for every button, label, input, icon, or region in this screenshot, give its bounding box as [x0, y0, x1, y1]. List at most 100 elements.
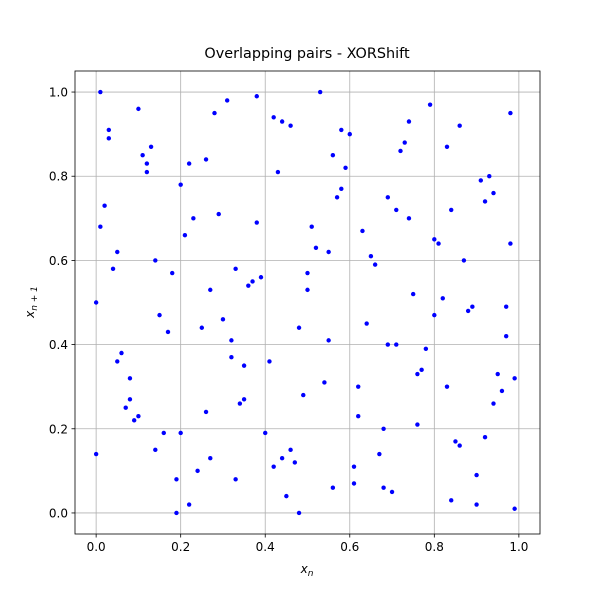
scatter-point — [140, 152, 145, 158]
scatter-point — [423, 346, 429, 351]
scatter-point — [131, 418, 137, 423]
scatter-point — [279, 119, 285, 124]
scatter-point — [98, 224, 103, 229]
scatter-point — [127, 397, 133, 402]
scatter-point — [237, 401, 243, 406]
scatter-point — [508, 241, 513, 246]
scatter-point — [220, 317, 226, 322]
x-axis-label-subscript: n — [308, 569, 314, 579]
scatter-point — [301, 392, 306, 398]
scatter-point — [339, 127, 344, 133]
scatter-point — [174, 510, 179, 516]
scatter-point — [250, 279, 255, 284]
scatter-point — [305, 287, 310, 293]
scatter-point — [415, 422, 420, 427]
scatter-point — [503, 333, 509, 339]
x-axis-label: xn — [300, 562, 314, 579]
scatter-point — [377, 451, 382, 457]
scatter-point — [161, 430, 166, 436]
scatter-point — [279, 456, 285, 461]
scatter-point — [153, 258, 158, 263]
scatter-point — [457, 443, 462, 448]
scatter-point — [482, 199, 488, 204]
scatter-point — [110, 266, 116, 272]
scatter-point — [106, 127, 112, 133]
scatter-point — [258, 275, 264, 280]
scatter-point — [461, 258, 467, 263]
scatter-point — [444, 144, 450, 149]
scatter-point — [503, 304, 509, 309]
scatter-point — [165, 329, 171, 335]
scatter-point — [406, 216, 412, 221]
scatter-point — [381, 485, 386, 490]
scatter-point — [330, 485, 336, 490]
scatter-point — [136, 106, 141, 112]
scatter-point — [288, 447, 293, 453]
y-tick-label: 0.8 — [49, 170, 68, 184]
scatter-point — [241, 397, 247, 402]
scatter-point — [212, 110, 217, 116]
scatter-point — [115, 359, 120, 364]
scatter-point — [512, 376, 517, 381]
x-tick-label: 0.4 — [256, 540, 275, 554]
scatter-point — [402, 140, 407, 145]
scatter-point — [208, 287, 213, 293]
scatter-point — [267, 359, 272, 364]
scatter-point — [203, 409, 209, 415]
scatter-point — [360, 228, 365, 234]
scatter-point — [432, 237, 437, 242]
scatter-point — [191, 216, 196, 221]
scatter-point — [241, 363, 247, 368]
y-tick-label: 0.6 — [49, 254, 68, 268]
scatter-point — [449, 498, 454, 503]
scatter-point — [368, 254, 374, 259]
scatter-point — [351, 464, 357, 469]
scatter-point — [313, 245, 319, 250]
scatter-point — [482, 434, 488, 440]
scatter-point — [229, 355, 234, 360]
scatter-point — [305, 270, 310, 276]
scatter-point — [246, 283, 251, 288]
scatter-point — [216, 211, 221, 217]
scatter-point — [410, 291, 416, 297]
scatter-point — [389, 489, 395, 495]
scatter-point — [186, 502, 192, 507]
scatter-point — [271, 115, 276, 120]
scatter-point — [457, 123, 462, 128]
scatter-point — [343, 165, 348, 171]
scatter-point — [208, 456, 213, 461]
x-tick-label: 0.6 — [340, 540, 359, 554]
scatter-point — [326, 338, 331, 343]
scatter-point — [170, 270, 175, 276]
x-tick-label: 0.2 — [171, 540, 190, 554]
x-tick-label: 1.0 — [509, 540, 528, 554]
scatter-point — [398, 148, 403, 154]
chart-title: Overlapping pairs - XORShift — [204, 46, 410, 62]
scatter-point — [229, 338, 234, 343]
x-tick-label: 0.8 — [425, 540, 444, 554]
plot-frame — [74, 70, 541, 535]
scatter-point — [102, 203, 107, 208]
scatter-point — [288, 123, 293, 128]
scatter-point — [153, 447, 158, 453]
scatter-point — [123, 405, 128, 410]
y-axis-label-subscript: n + 1 — [30, 286, 40, 311]
scatter-point — [381, 426, 386, 431]
scatter-point — [296, 510, 302, 516]
scatter-point — [148, 144, 154, 149]
scatter-point — [296, 325, 302, 330]
scatter-point — [339, 186, 344, 192]
x-axis-label-base: x — [300, 562, 309, 576]
scatter-point — [499, 388, 505, 394]
scatter-point — [127, 376, 133, 381]
scatter-point — [186, 161, 192, 166]
scatter-point — [478, 178, 484, 183]
y-tick-label: 1.0 — [49, 86, 68, 100]
scatter-point — [263, 430, 268, 436]
scatter-point — [385, 342, 391, 347]
scatter-point — [326, 249, 331, 255]
scatter-point — [233, 266, 238, 272]
scatter-point — [474, 502, 479, 507]
scatter-point — [317, 89, 323, 95]
scatter-point — [334, 195, 340, 200]
